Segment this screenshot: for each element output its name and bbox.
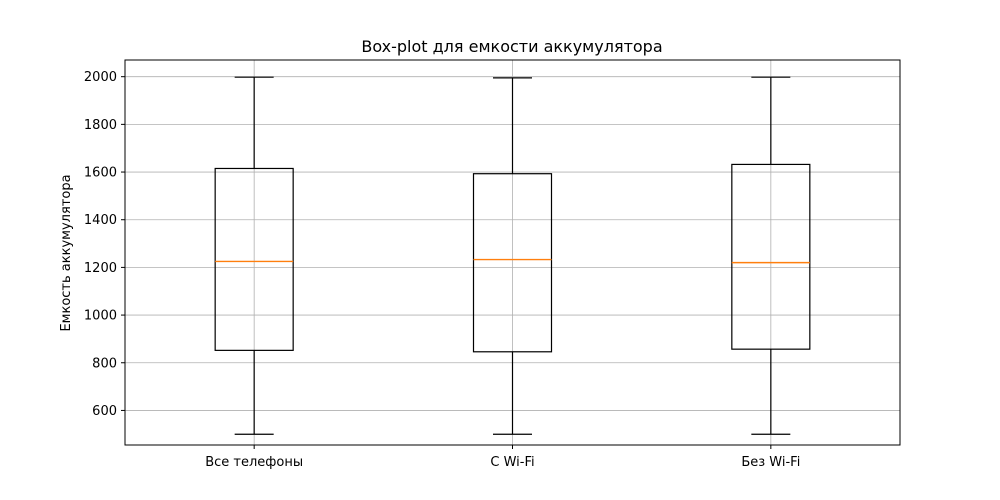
x-tick-label: Без Wi-Fi — [741, 455, 800, 470]
box-iqr — [731, 163, 811, 350]
y-tick-label: 1800 — [84, 118, 117, 133]
box-iqr — [214, 167, 294, 351]
x-tick-label: Все телефоны — [205, 455, 303, 470]
box-group — [214, 76, 294, 435]
y-tick-label: 600 — [92, 404, 117, 419]
box-iqr — [472, 173, 553, 353]
box-group — [731, 76, 811, 435]
y-tick-label: 2000 — [84, 70, 117, 85]
y-tick-label: 1400 — [84, 213, 117, 228]
box-group — [472, 77, 553, 435]
x-tick-label: С Wi-Fi — [490, 455, 534, 470]
chart-title: Box-plot для емкости аккумулятора — [361, 37, 662, 56]
y-tick-label: 1000 — [84, 309, 117, 324]
box-layer — [214, 76, 811, 435]
y-axis-label: Емкость аккумулятора — [59, 174, 74, 331]
y-tick-label: 800 — [92, 356, 117, 371]
y-tick-label: 1600 — [84, 166, 117, 181]
axis-layer: 600 800 1000 1200 1400 1600 1800 2000 Все телефо… — [84, 59, 901, 470]
y-tick-label: 1200 — [84, 261, 117, 276]
